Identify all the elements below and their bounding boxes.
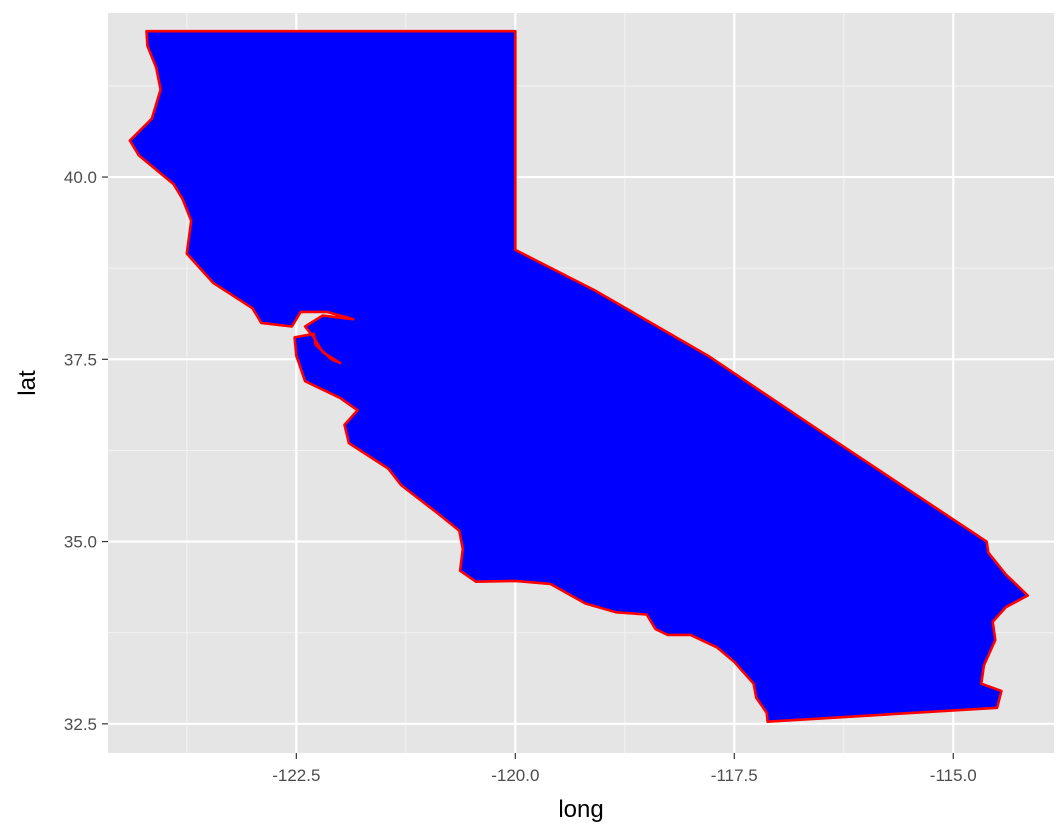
- x-tick-label: -117.5: [711, 766, 758, 785]
- x-axis-title: long: [558, 796, 603, 823]
- y-tick-label: 32.5: [64, 715, 97, 734]
- y-tick-label: 37.5: [64, 350, 97, 369]
- y-tick-label: 35.0: [64, 533, 97, 552]
- california-state-polygon: [128, 29, 1029, 723]
- x-axis: -122.5 -120.0 -117.5 -115.0: [272, 753, 977, 785]
- y-axis-title: lat: [14, 370, 41, 396]
- y-axis: 32.5 35.0 37.5 40.0: [64, 168, 108, 734]
- x-tick-label: -115.0: [930, 766, 977, 785]
- y-tick-label: 40.0: [64, 168, 97, 187]
- x-tick-label: -122.5: [272, 766, 320, 785]
- x-tick-label: -120.0: [491, 766, 539, 785]
